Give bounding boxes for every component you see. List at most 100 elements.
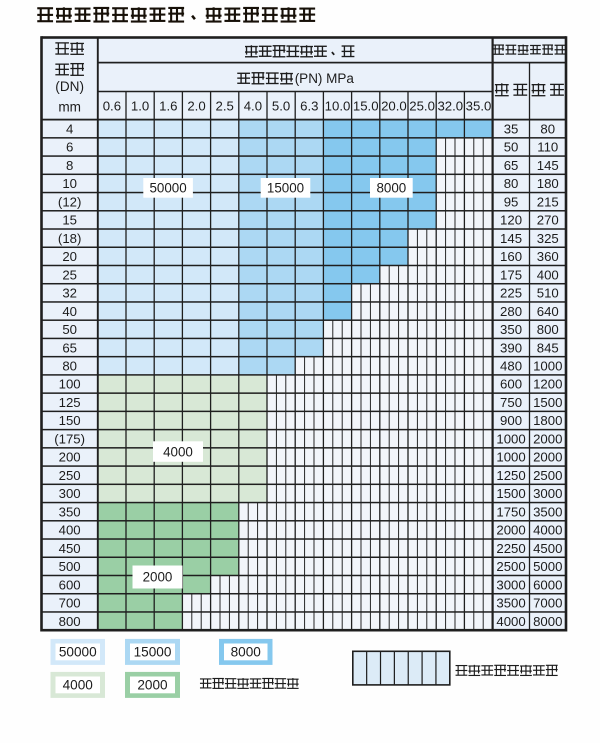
svg-text:1000: 1000 (533, 358, 562, 373)
svg-text:50000: 50000 (149, 181, 186, 196)
svg-text:6: 6 (66, 140, 73, 155)
svg-text:(PN) MPa: (PN) MPa (295, 71, 355, 86)
svg-text:2250: 2250 (496, 541, 525, 556)
svg-text:4000: 4000 (63, 678, 94, 693)
svg-text:1000: 1000 (496, 450, 525, 465)
svg-text:(175): (175) (54, 431, 85, 446)
svg-text:390: 390 (500, 340, 522, 355)
svg-text:0.6: 0.6 (103, 98, 121, 113)
svg-text:6.3: 6.3 (300, 98, 318, 113)
svg-text:20: 20 (62, 249, 77, 264)
svg-text:20.0: 20.0 (381, 98, 407, 113)
svg-text:5000: 5000 (533, 559, 562, 574)
svg-text:32.0: 32.0 (437, 98, 463, 113)
svg-text:750: 750 (500, 395, 522, 410)
svg-text:1500: 1500 (533, 395, 562, 410)
svg-text:1000: 1000 (496, 431, 525, 446)
svg-text:600: 600 (59, 577, 81, 592)
svg-text:400: 400 (59, 523, 81, 538)
svg-text:4.0: 4.0 (244, 98, 262, 113)
svg-text:640: 640 (537, 304, 559, 319)
svg-text:15000: 15000 (134, 645, 172, 660)
svg-text:80: 80 (62, 358, 77, 373)
svg-text:150: 150 (59, 413, 81, 428)
svg-text:325: 325 (537, 231, 559, 246)
svg-text:125: 125 (59, 395, 81, 410)
svg-text:1.6: 1.6 (159, 98, 177, 113)
svg-text:15000: 15000 (267, 181, 304, 196)
svg-text:25.0: 25.0 (409, 98, 435, 113)
svg-text:25: 25 (62, 267, 77, 282)
svg-text:280: 280 (500, 304, 522, 319)
svg-text:800: 800 (537, 322, 559, 337)
svg-text:1800: 1800 (533, 413, 562, 428)
svg-text:2500: 2500 (533, 468, 562, 483)
svg-text:50: 50 (62, 322, 77, 337)
svg-text:145: 145 (537, 158, 559, 173)
svg-text:360: 360 (537, 249, 559, 264)
svg-text:mm: mm (58, 99, 81, 114)
svg-text:2.0: 2.0 (187, 98, 205, 113)
svg-text:5.0: 5.0 (272, 98, 290, 113)
svg-text:2000: 2000 (143, 570, 173, 585)
svg-text:35: 35 (504, 121, 519, 136)
svg-text:6000: 6000 (533, 577, 562, 592)
svg-text:8: 8 (66, 158, 73, 173)
svg-text:600: 600 (500, 377, 522, 392)
svg-text:(18): (18) (58, 231, 81, 246)
svg-text:175: 175 (500, 267, 522, 282)
svg-text:40: 40 (62, 304, 77, 319)
svg-text:1500: 1500 (496, 486, 525, 501)
svg-text:4000: 4000 (163, 444, 193, 459)
svg-text:1250: 1250 (496, 468, 525, 483)
svg-text:145: 145 (500, 231, 522, 246)
svg-text:4000: 4000 (496, 614, 525, 629)
svg-text:3500: 3500 (533, 504, 562, 519)
svg-text:8000: 8000 (376, 181, 406, 196)
svg-text:8000: 8000 (231, 645, 262, 660)
svg-text:65: 65 (62, 340, 77, 355)
svg-text:270: 270 (537, 213, 559, 228)
svg-text:800: 800 (59, 614, 81, 629)
svg-text:2000: 2000 (496, 523, 525, 538)
svg-text:4000: 4000 (533, 523, 562, 538)
svg-text:80: 80 (504, 176, 519, 191)
svg-text:4: 4 (66, 121, 73, 136)
svg-text:2000: 2000 (533, 431, 562, 446)
svg-text:3000: 3000 (496, 577, 525, 592)
svg-text:(12): (12) (58, 194, 81, 209)
svg-text:350: 350 (59, 504, 81, 519)
svg-text:50000: 50000 (59, 645, 97, 660)
svg-text:160: 160 (500, 249, 522, 264)
svg-text:80: 80 (540, 121, 555, 136)
svg-text:35.0: 35.0 (466, 98, 492, 113)
svg-text:2.5: 2.5 (216, 98, 234, 113)
svg-text:225: 225 (500, 286, 522, 301)
svg-text:15.0: 15.0 (353, 98, 379, 113)
svg-text:15: 15 (62, 213, 77, 228)
svg-text:900: 900 (500, 413, 522, 428)
svg-text:180: 180 (537, 176, 559, 191)
svg-text:100: 100 (59, 377, 81, 392)
svg-text:2500: 2500 (496, 559, 525, 574)
svg-text:250: 250 (59, 468, 81, 483)
svg-text:32: 32 (62, 286, 77, 301)
svg-text:1750: 1750 (496, 504, 525, 519)
svg-text:10: 10 (62, 176, 77, 191)
svg-text:8000: 8000 (533, 614, 562, 629)
svg-text:1200: 1200 (533, 377, 562, 392)
svg-text:400: 400 (537, 267, 559, 282)
svg-text:3000: 3000 (533, 486, 562, 501)
svg-text:7000: 7000 (533, 596, 562, 611)
svg-text:2000: 2000 (533, 450, 562, 465)
svg-text:300: 300 (59, 486, 81, 501)
svg-text:(DN): (DN) (55, 79, 84, 94)
svg-text:500: 500 (59, 559, 81, 574)
svg-text:510: 510 (537, 286, 559, 301)
svg-text:2000: 2000 (137, 678, 168, 693)
svg-text:450: 450 (59, 541, 81, 556)
svg-text:215: 215 (537, 194, 559, 209)
svg-text:95: 95 (504, 194, 519, 209)
svg-text:110: 110 (537, 140, 558, 155)
svg-text:120: 120 (500, 213, 522, 228)
